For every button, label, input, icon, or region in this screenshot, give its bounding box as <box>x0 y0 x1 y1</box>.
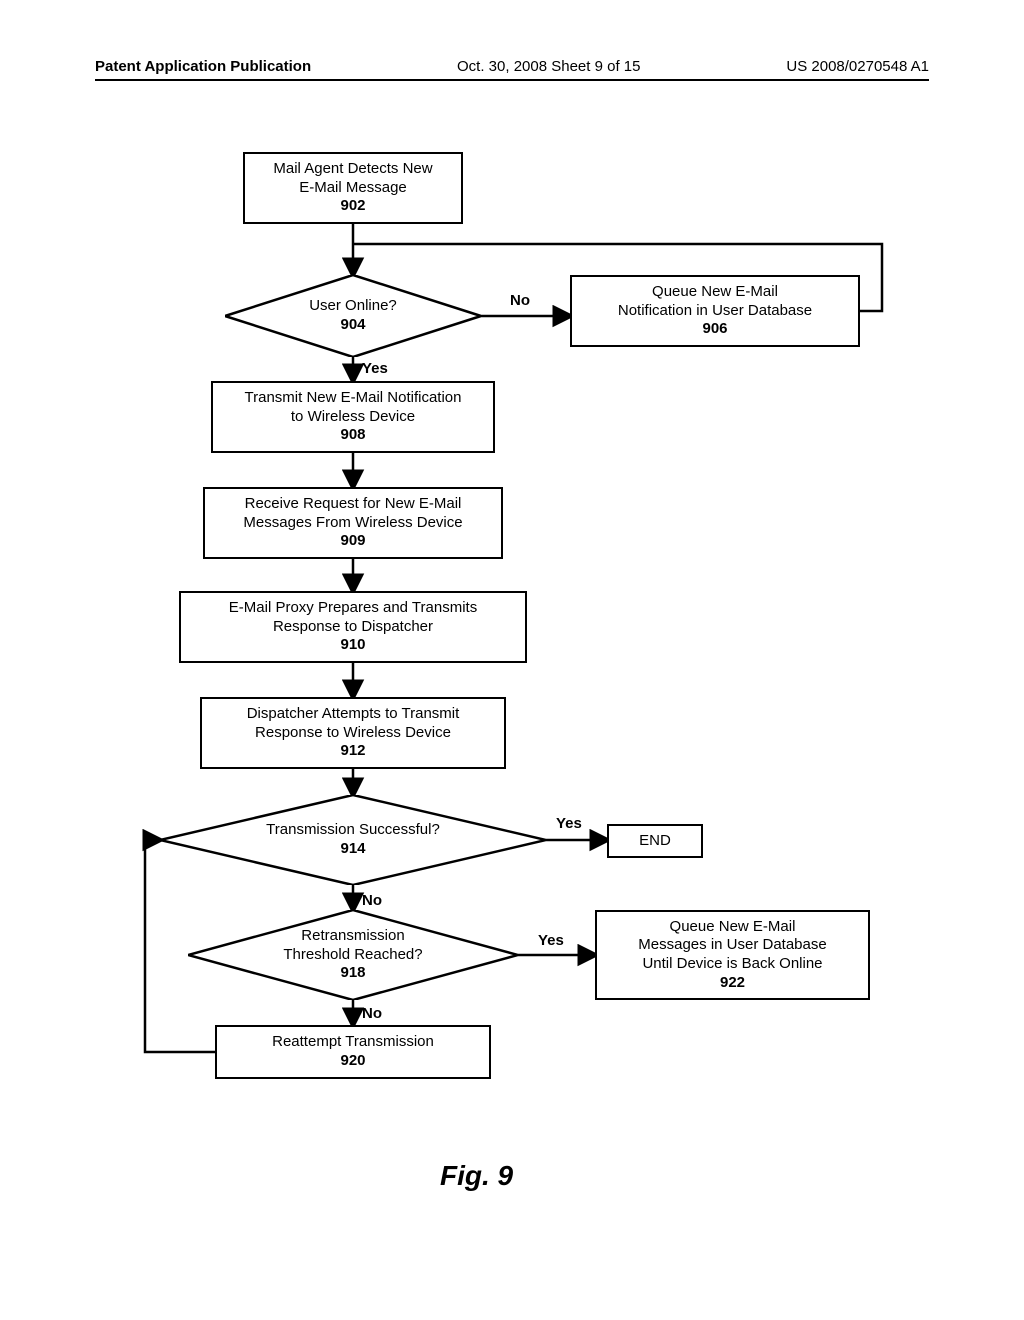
page-header: Patent Application Publication Oct. 30, … <box>95 58 929 81</box>
header-mid: Oct. 30, 2008 Sheet 9 of 15 <box>457 58 640 75</box>
flowchart-decision-918: RetransmissionThreshold Reached?918 <box>188 910 518 1000</box>
header-left: Patent Application Publication <box>95 58 311 75</box>
flowchart-node-nend: END <box>607 824 703 858</box>
header-right: US 2008/0270548 A1 <box>786 58 929 75</box>
flowchart-node-912: Dispatcher Attempts to TransmitResponse … <box>200 697 506 769</box>
edge-label-e11: Yes <box>538 932 564 949</box>
edge-label-e10: No <box>362 892 382 909</box>
edge-label-e2: No <box>510 292 530 309</box>
edge-label-e4: Yes <box>362 360 388 377</box>
flowchart-node-922: Queue New E-MailMessages in User Databas… <box>595 910 870 1000</box>
flowchart-node-902: Mail Agent Detects NewE-Mail Message902 <box>243 152 463 224</box>
flowchart-node-920: Reattempt Transmission920 <box>215 1025 491 1079</box>
flowchart-node-909: Receive Request for New E-MailMessages F… <box>203 487 503 559</box>
flowchart-decision-904: User Online?904 <box>225 275 481 357</box>
figure-caption: Fig. 9 <box>440 1160 513 1192</box>
flowchart-node-910: E-Mail Proxy Prepares and TransmitsRespo… <box>179 591 527 663</box>
edge-label-e9: Yes <box>556 815 582 832</box>
edge-label-e12: No <box>362 1005 382 1022</box>
flowchart-node-906: Queue New E-MailNotification in User Dat… <box>570 275 860 347</box>
page: Patent Application Publication Oct. 30, … <box>0 0 1024 1320</box>
flowchart-node-908: Transmit New E-Mail Notificationto Wirel… <box>211 381 495 453</box>
flowchart-decision-914: Transmission Successful?914 <box>160 795 546 885</box>
